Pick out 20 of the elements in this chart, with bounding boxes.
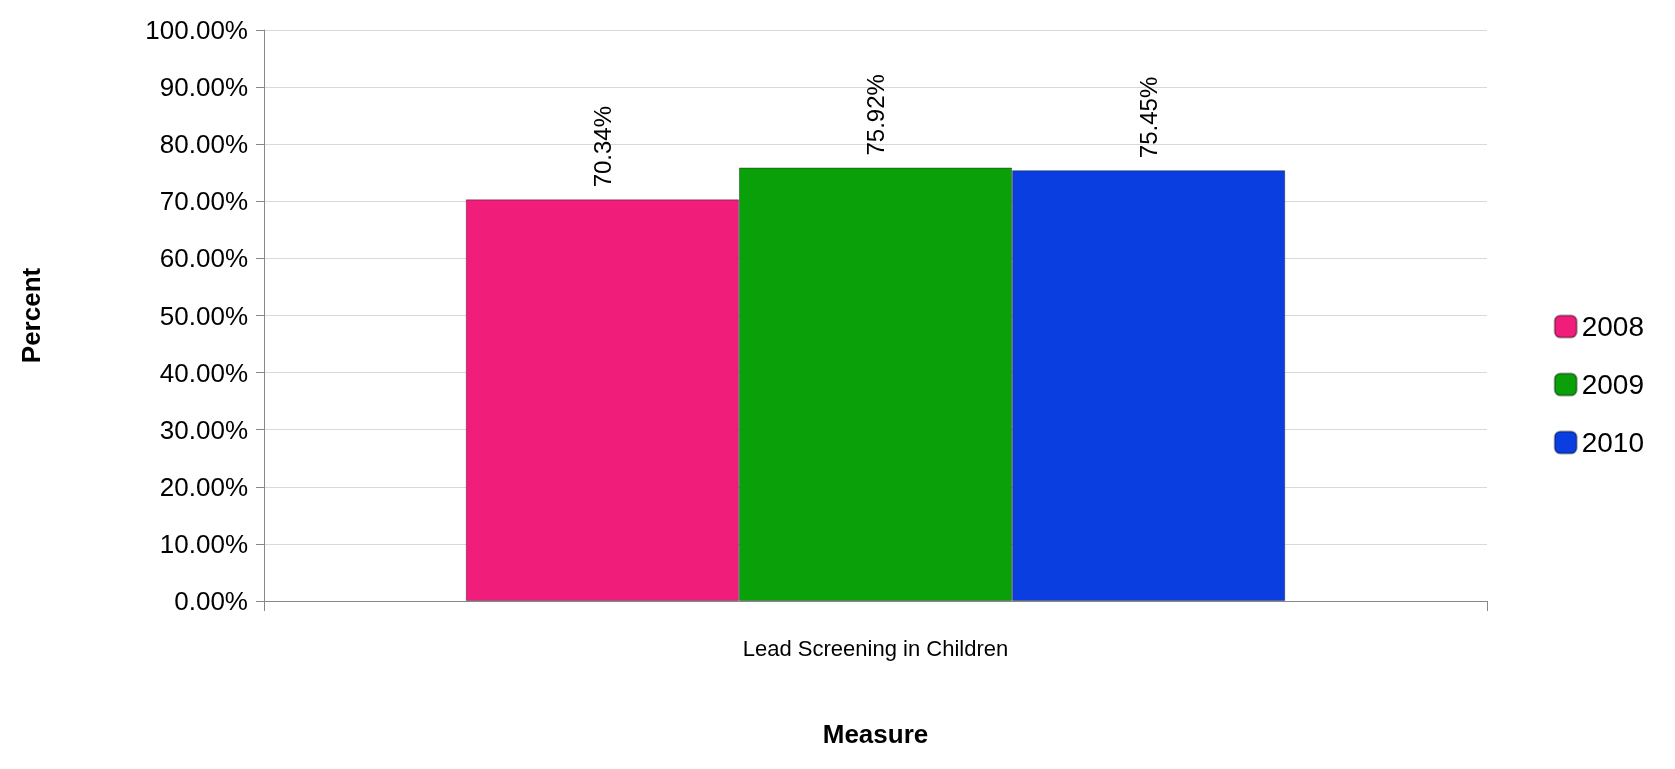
y-tick-label: 10.00% — [159, 528, 248, 559]
legend-label: 2008 — [1581, 311, 1645, 342]
y-tick-label: 100.00% — [145, 15, 248, 45]
data-label: 75.45% — [1135, 76, 1163, 159]
x-axis-title: Measure — [822, 719, 929, 749]
y-tick-label: 20.00% — [159, 471, 248, 502]
y-tick-label: 70.00% — [159, 186, 248, 217]
y-tick-label: 60.00% — [159, 243, 248, 274]
legend-label: 2010 — [1581, 427, 1645, 458]
y-tick-label: 0.00% — [174, 586, 248, 616]
y-tick-label: 30.00% — [159, 414, 248, 445]
y-tick-label: 40.00% — [159, 357, 248, 388]
legend-label: 2009 — [1581, 369, 1645, 400]
x-tick-label: Lead Screening in Children — [742, 635, 1009, 661]
y-tick-label: 80.00% — [159, 129, 248, 160]
y-tick-label: 90.00% — [159, 72, 248, 103]
data-label: 75.92% — [862, 74, 889, 156]
data-label: 70.34% — [588, 105, 616, 188]
y-tick-label: 50.00% — [159, 300, 248, 331]
y-axis-title: Percent — [16, 267, 46, 364]
